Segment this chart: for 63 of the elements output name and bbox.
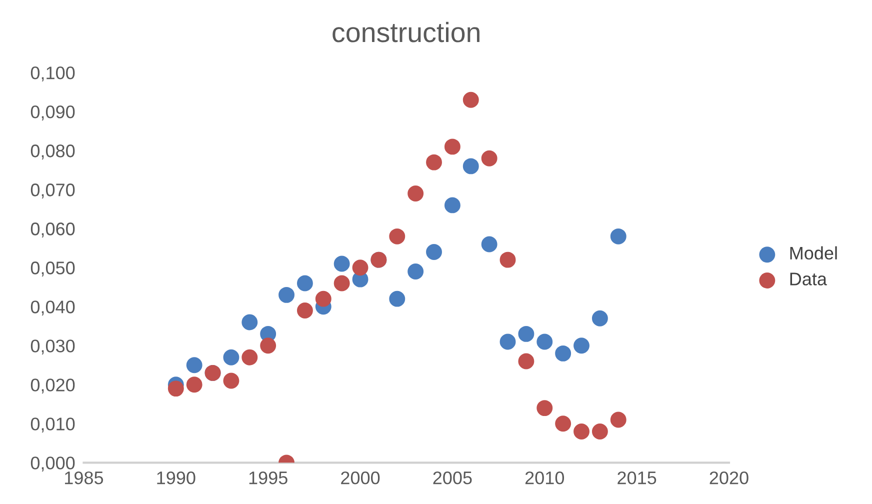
point: [168, 380, 184, 397]
point: [518, 353, 534, 370]
point: [518, 326, 534, 342]
legend-label: Model: [790, 246, 837, 260]
point: [242, 314, 258, 330]
x-tick-label: 1995: [249, 471, 288, 484]
point: [186, 376, 202, 393]
point: [260, 338, 276, 354]
point: [462, 158, 479, 174]
point: [481, 236, 498, 252]
point: [500, 334, 516, 350]
point: [500, 252, 516, 268]
point: [610, 228, 626, 244]
point: [242, 349, 258, 366]
point: [389, 290, 406, 307]
point: [408, 186, 424, 202]
chart-title: construction: [332, 22, 480, 42]
y-tick-label: 0,050: [30, 262, 75, 276]
point: [408, 264, 424, 280]
x-tick-label: 2010: [525, 471, 564, 484]
y-tick-label: 0,040: [30, 300, 75, 316]
legend-label: Data: [790, 272, 827, 286]
y-tick-label: 0,030: [30, 340, 75, 354]
point: [481, 150, 498, 166]
point: [223, 372, 240, 389]
x-tick-label: 2000: [341, 471, 380, 484]
x-tick-label: 1990: [157, 471, 196, 484]
point: [352, 260, 368, 276]
point: [592, 310, 608, 326]
point: [610, 412, 626, 428]
y-tick-label: 0,090: [30, 106, 75, 120]
point: [334, 256, 350, 272]
point: [536, 334, 553, 350]
y-tick-label: 0,010: [30, 418, 75, 433]
point: [223, 349, 240, 366]
y-tick-label: 0,100: [30, 66, 75, 82]
y-tick-label: 0,080: [30, 144, 75, 160]
point: [536, 400, 553, 416]
point: [444, 138, 460, 155]
point: [555, 416, 572, 432]
y-tick-label: 0,000: [30, 456, 75, 472]
x-tick-label: 1985: [65, 471, 104, 484]
x-tick-label: 2015: [618, 471, 656, 484]
point: [315, 290, 332, 307]
point: [334, 275, 350, 292]
point: [296, 275, 313, 292]
x-tick-label: 2020: [710, 471, 748, 484]
point: [296, 302, 313, 319]
point: [278, 286, 294, 303]
point: [426, 154, 442, 170]
point: [462, 92, 479, 108]
point: [555, 345, 572, 362]
y-tick-label: 0,070: [30, 184, 75, 198]
y-tick-label: 0,060: [30, 222, 75, 238]
point: [444, 197, 460, 214]
point: [574, 423, 590, 440]
point: [426, 244, 442, 260]
point: [186, 357, 202, 374]
y-tick-label: 0,020: [30, 378, 75, 394]
x-tick-label: 2005: [433, 471, 472, 484]
point: [389, 228, 406, 244]
point: [592, 423, 608, 440]
point: [574, 338, 590, 354]
